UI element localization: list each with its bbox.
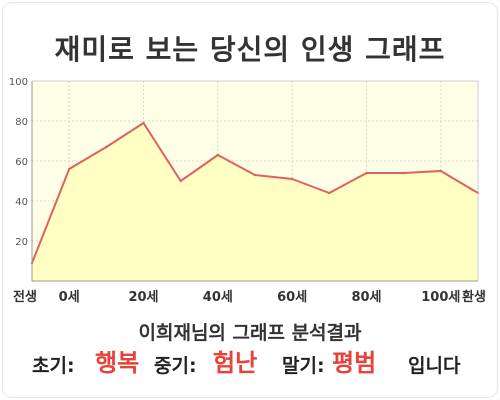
y-tick-label-20: 20 xyxy=(15,237,28,248)
data-point-8 xyxy=(328,191,331,195)
data-point-5 xyxy=(216,153,219,157)
y-tick-label-60: 60 xyxy=(15,157,28,168)
y-tick-label-80: 80 xyxy=(15,117,28,128)
x-tick-label-0: 전생 xyxy=(13,289,37,305)
x-tick-label-7: 환생 xyxy=(462,289,486,305)
data-point-10 xyxy=(402,171,405,175)
early-value: 행복 xyxy=(95,349,140,377)
data-point-4 xyxy=(179,179,182,183)
data-point-2 xyxy=(105,145,108,149)
middle-value: 험난 xyxy=(213,349,258,377)
x-tick-label-5: 80세 xyxy=(351,290,381,305)
x-tick-label-1: 0세 xyxy=(59,290,80,305)
result-suffix: 입니다 xyxy=(408,355,461,377)
late-label: 말기: xyxy=(282,355,325,377)
result-summary: 초기: 행복 중기: 험난 말기: 평범 입니다 xyxy=(0,346,500,380)
x-tick-label-4: 60세 xyxy=(277,290,307,305)
y-tick-label-40: 40 xyxy=(15,197,28,208)
chart-area-layer xyxy=(30,121,480,281)
middle-label: 중기: xyxy=(154,355,197,377)
late-value: 평범 xyxy=(332,349,377,377)
y-tick-label-100: 100 xyxy=(9,77,28,88)
early-label: 초기: xyxy=(32,355,75,377)
x-tick-label-2: 20세 xyxy=(128,290,158,305)
data-point-9 xyxy=(365,171,368,175)
area-fill xyxy=(32,123,478,281)
data-point-6 xyxy=(253,173,257,177)
result-heading: 이희재님의 그래프 분석결과 xyxy=(138,322,362,344)
data-point-3 xyxy=(142,121,145,125)
x-tick-label-6: 100세 xyxy=(421,290,460,305)
chart-axes xyxy=(31,80,479,282)
chart-tick-labels: 20 40 60 80 100 전생 0세 20세 40세 60세 80세 100세 환생 xyxy=(9,77,486,305)
page-title: 재미로 보는 당신의 인생 그래프 xyxy=(54,33,446,66)
data-point-1 xyxy=(68,167,71,171)
data-point-11 xyxy=(439,169,442,173)
data-point-7 xyxy=(291,177,294,181)
x-tick-label-3: 40세 xyxy=(203,290,233,305)
